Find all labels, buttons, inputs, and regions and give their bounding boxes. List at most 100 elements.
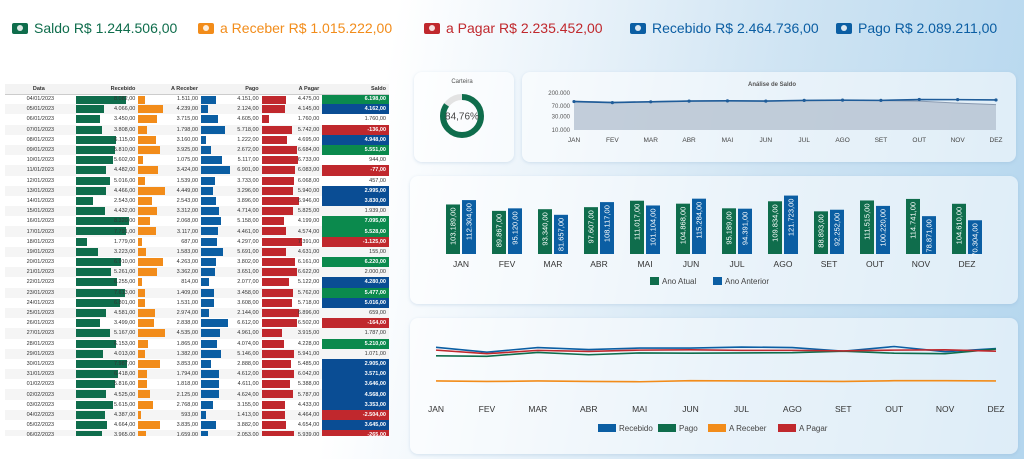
bar-ano-anterior: [508, 208, 522, 254]
kpi-bar: Saldo R$ 1.244.506,00 a Receber R$ 1.015.22…: [0, 0, 1024, 60]
cell-value: 8.320,00: [113, 218, 136, 225]
table-row[interactable]: 09/01/2023 5.810,00 3.925,00 2.672,00 6.684,…: [5, 144, 389, 156]
data-bar: [261, 186, 294, 195]
column-header[interactable]: Saldo: [322, 84, 389, 95]
table-cell: 6.733,00: [261, 155, 323, 165]
bar-data-label: 104.610,00: [955, 207, 964, 245]
money-icon: [424, 22, 440, 34]
data-bar: [138, 410, 141, 419]
cell-value: 6.502,00: [297, 320, 320, 327]
table-row[interactable]: 14/01/2023 2.543,00 2.543,00 3.896,00 6.946,…: [5, 195, 389, 207]
table-cell: 3.896,00: [201, 196, 262, 206]
table-row[interactable]: 31/01/2023 6.418,00 1.794,00 4.612,00 6.042,…: [5, 369, 389, 380]
table-row[interactable]: 24/01/2023 6.801,00 1.531,00 3.608,00 5.718,…: [5, 297, 389, 308]
table-cell: 1.865,00: [138, 339, 201, 349]
data-bar: [138, 288, 145, 297]
data-bar: [261, 227, 286, 236]
table-cell: 4.624,00: [201, 389, 262, 400]
table-cell: 3.733,00: [201, 176, 262, 186]
table-row[interactable]: 04/02/2023 4.387,00 593,00 1.413,00 4.464,00…: [5, 409, 389, 420]
table-row[interactable]: 22/01/2023 6.255,00 814,00 2.077,00 5.122,00…: [5, 277, 389, 288]
line-series-pago: [435, 348, 997, 358]
data-bar: [138, 349, 145, 358]
data-bar: [261, 288, 293, 297]
table-row[interactable]: 21/01/2023 5.261,00 3.362,00 3.651,00 6.622,…: [5, 267, 389, 278]
table-cell: 5.602,00: [75, 155, 139, 165]
table-row[interactable]: 23/01/2023 7.613,00 1.409,00 3.458,00 5.762,…: [5, 287, 389, 298]
data-bar: [201, 227, 218, 236]
table-cell: 1.413,00: [201, 409, 262, 420]
saldo-point: [764, 99, 768, 103]
saldo-point: [879, 98, 883, 102]
data-bar: [261, 156, 299, 165]
bar-ano-anterior: [968, 220, 982, 254]
data-bar: [138, 298, 146, 307]
column-header[interactable]: A Pagar: [261, 84, 323, 95]
table-row[interactable]: 16/01/2023 8.320,00 2.068,00 5.158,00 4.199,…: [5, 216, 389, 227]
table-row[interactable]: 06/01/2023 3.450,00 3.715,00 4.605,00 1.760,…: [5, 114, 389, 124]
table-row[interactable]: 29/01/2023 4.013,00 1.382,00 5.146,00 5.941,…: [5, 348, 389, 359]
cell-value: 6.255,00: [113, 279, 136, 286]
table-row[interactable]: 30/01/2023 7.987,00 3.853,00 2.888,00 5.485,…: [5, 358, 389, 370]
date-cell: 15/01/2023: [5, 206, 76, 217]
table-row[interactable]: 08/01/2023 6.115,00 3.160,00 1.222,00 4.695,…: [5, 134, 389, 145]
cell-value: 5.158,00: [237, 218, 259, 225]
cell-value: 5.718,00: [237, 126, 259, 133]
table-row[interactable]: 19/01/2023 3.223,00 1.583,00 5.691,00 4.631,…: [5, 246, 389, 257]
data-bar: [261, 176, 295, 185]
saldo-cell: 1.071,00: [322, 348, 389, 359]
data-bar: [261, 135, 288, 144]
saldo-point: [840, 98, 845, 102]
column-header[interactable]: Data: [5, 84, 76, 95]
table-row[interactable]: 15/01/2023 4.432,00 3.312,00 4.714,00 5.825,…: [5, 206, 389, 217]
table-row[interactable]: 05/01/2023 4.066,00 4.239,00 2.124,00 4.145,…: [5, 104, 389, 115]
table-row[interactable]: 06/02/2023 3.965,00 1.659,00 2.053,00 5.939,…: [5, 430, 389, 436]
table-row[interactable]: 27/01/2023 5.167,00 4.535,00 4.961,00 3.915,…: [5, 328, 389, 339]
cell-value: 5.941,00: [297, 350, 320, 357]
data-bar: [75, 380, 115, 389]
saldo-cell: -164,00: [322, 318, 389, 329]
cell-value: 3.296,00: [237, 187, 259, 194]
table-row[interactable]: 04/01/2023 8.082,00 1.511,00 4.151,00 4.475,…: [5, 94, 389, 105]
table-cell: 4.297,00: [201, 237, 262, 247]
column-header[interactable]: Pago: [201, 84, 262, 95]
table-row[interactable]: 28/01/2023 6.153,00 1.865,00 4.074,00 4.228,…: [5, 338, 389, 349]
cell-value: 2.144,00: [237, 310, 259, 317]
table-cell: 4.228,00: [261, 339, 323, 349]
cell-value: 6.733,00: [297, 157, 320, 164]
table-cell: 3.312,00: [138, 206, 202, 217]
table-row[interactable]: 07/01/2023 3.808,00 1.798,00 5.718,00 5.742,…: [5, 124, 389, 135]
date-cell: 05/02/2023: [26, 422, 55, 429]
table-cell: 4.461,00: [201, 226, 262, 237]
table-cell: 7.791,00: [75, 226, 139, 237]
bar-ano-anterior: [646, 205, 660, 254]
table-row[interactable]: 05/02/2023 4.664,00 3.835,00 3.882,00 4.654,…: [5, 420, 389, 431]
table-row[interactable]: 18/01/2023 1.779,00 687,00 4.297,00 7.391,00…: [5, 236, 389, 247]
table-row[interactable]: 02/02/2023 4.525,00 2.125,00 4.624,00 5.787,…: [5, 389, 389, 400]
cell-value: 5.691,00: [237, 248, 259, 255]
table-row[interactable]: 13/01/2023 4.466,00 4.449,00 3.296,00 5.940,…: [5, 185, 389, 196]
table-row[interactable]: 26/01/2023 3.499,00 2.838,00 6.612,00 6.502,…: [5, 318, 389, 329]
table-row[interactable]: 10/01/2023 5.602,00 1.075,00 5.117,00 6.733,…: [5, 155, 389, 165]
cell-value: 3.651,00: [237, 269, 259, 276]
legend-label: A Pagar: [799, 424, 828, 433]
cell-value: 3.312,00: [176, 208, 199, 215]
table-row[interactable]: 25/01/2023 4.581,00 2.974,00 2.144,00 6.896,…: [5, 307, 389, 319]
x-tick-label: JUL: [798, 137, 810, 144]
table-row[interactable]: 12/01/2023 5.016,00 1.539,00 3.733,00 6.068,…: [5, 176, 389, 186]
table-row[interactable]: 20/01/2023 6.910,00 4.263,00 3.802,00 6.161,…: [5, 257, 389, 268]
saldo-cell: 3.353,00: [322, 399, 389, 410]
cell-value: 2.838,00: [176, 320, 199, 327]
data-bar: [201, 186, 214, 195]
table-cell: 4.654,00: [261, 420, 323, 430]
table-cell: 2.768,00: [138, 400, 201, 410]
table-row[interactable]: 11/01/2023 4.482,00 3.424,00 6.901,00 6.083,…: [5, 165, 389, 176]
table-row[interactable]: 17/01/2023 7.791,00 3.117,00 4.461,00 4.574,…: [5, 226, 389, 237]
table-row[interactable]: 01/02/2023 5.816,00 1.818,00 4.611,00 5.388,…: [5, 379, 389, 390]
column-header[interactable]: A Receber: [138, 84, 202, 95]
table-row[interactable]: 03/02/2023 5.615,00 2.768,00 3.155,00 4.433,…: [5, 399, 389, 410]
table-cell: 3.117,00: [138, 226, 202, 237]
column-header[interactable]: Recebido: [75, 84, 139, 95]
x-tick-label: MAI: [637, 259, 652, 269]
kpi-label: a Receber: [220, 20, 285, 36]
